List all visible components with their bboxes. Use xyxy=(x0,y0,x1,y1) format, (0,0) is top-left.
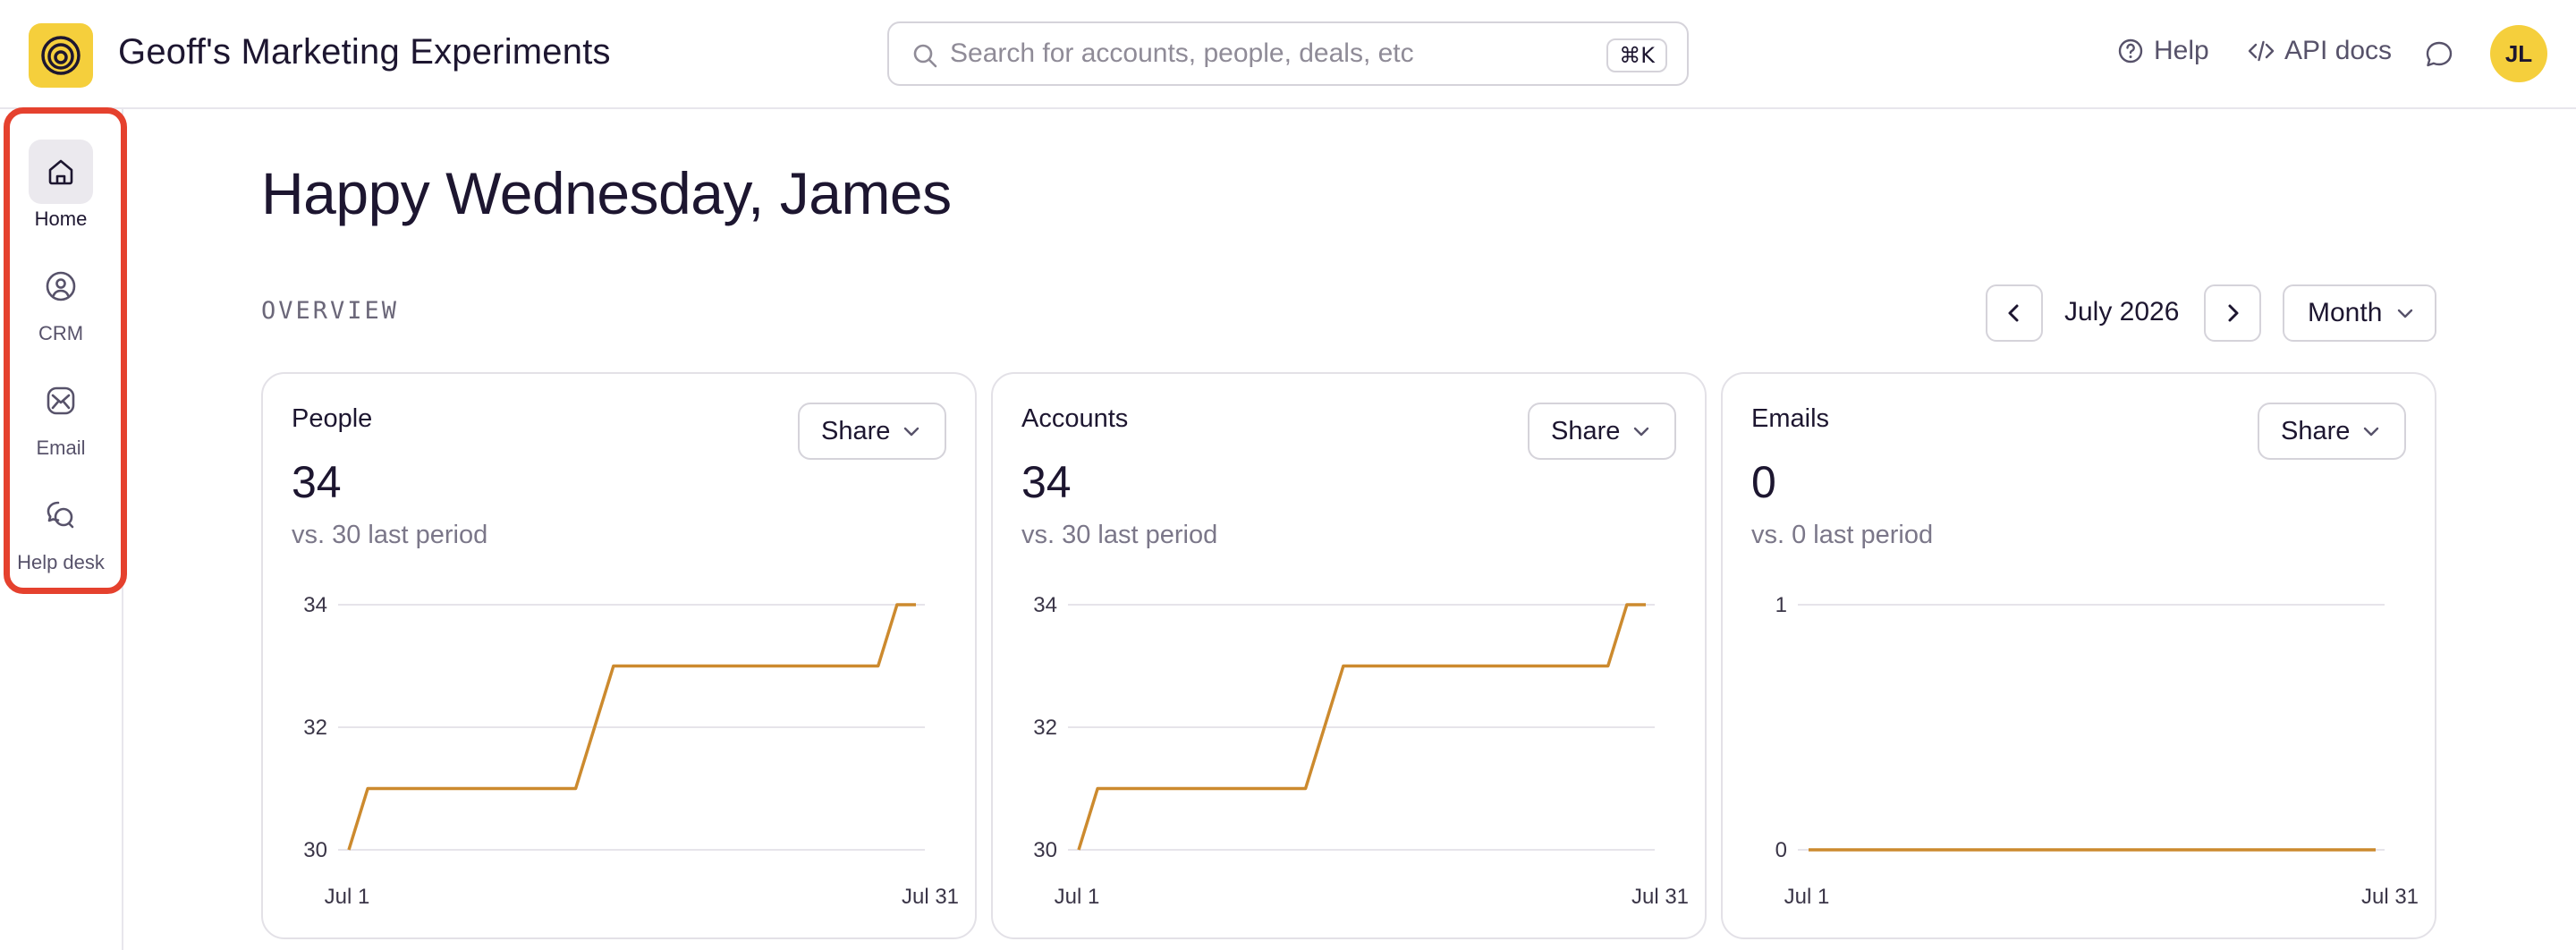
y-tick-label: 32 xyxy=(1033,716,1057,740)
x-tick-label: Jul 31 xyxy=(1631,885,1689,909)
person-circle-icon xyxy=(46,271,76,301)
user-avatar[interactable]: JL xyxy=(2490,25,2547,82)
y-tick-label: 1 xyxy=(1775,593,1787,617)
app-logo[interactable] xyxy=(29,23,93,88)
help-label: Help xyxy=(2154,36,2209,65)
x-tick-label: Jul 1 xyxy=(1055,885,1100,909)
card-title: Accounts xyxy=(1021,404,1129,433)
emails-line-chart: 0 1 Jul 1 Jul 31 xyxy=(1775,593,2419,909)
api-docs-label: API docs xyxy=(2284,36,2393,65)
next-period-button[interactable] xyxy=(2204,284,2261,342)
chevron-down-icon xyxy=(904,427,919,437)
top-bar: Geoff's Marketing Experiments ⌘K Help AP… xyxy=(0,0,2576,109)
x-tick-label: Jul 1 xyxy=(1784,885,1830,909)
sidebar-item-email[interactable]: Email xyxy=(13,369,109,474)
x-tick-label: Jul 1 xyxy=(325,885,370,909)
share-button[interactable]: Share xyxy=(798,403,946,460)
api-docs-link[interactable]: API docs xyxy=(2247,36,2392,66)
previous-period-button[interactable] xyxy=(1986,284,2043,342)
y-tick-label: 34 xyxy=(1033,593,1057,617)
x-tick-label: Jul 31 xyxy=(2361,885,2419,909)
sidebar-item-help-desk[interactable]: Help desk xyxy=(13,483,109,589)
help-link[interactable]: Help xyxy=(2116,36,2209,66)
sidebar-item-label: Email xyxy=(36,437,86,459)
card-title: Emails xyxy=(1751,404,1830,433)
concentric-circles-logo-icon xyxy=(41,36,80,75)
x-tick-label: Jul 31 xyxy=(902,885,959,909)
search-input[interactable] xyxy=(950,36,1576,72)
range-select[interactable]: Month xyxy=(2283,284,2436,342)
series-line xyxy=(1077,603,1646,851)
chat-bubble-icon[interactable] xyxy=(2424,39,2454,70)
chevron-down-icon xyxy=(2398,309,2413,318)
share-button[interactable]: Share xyxy=(2258,403,2406,460)
workspace-title[interactable]: Geoff's Marketing Experiments xyxy=(118,32,611,72)
metric-card-people: People 34 vs. 30 last period Share 30 32 3… xyxy=(261,372,977,939)
sidebar-item-label: Home xyxy=(34,208,88,230)
metric-card-emails: Emails 0 vs. 0 last period Share 0 1 Jul 1… xyxy=(1721,372,2436,939)
chat-bubbles-icon xyxy=(47,501,74,529)
sidebar-item-label: CRM xyxy=(38,322,84,344)
global-search[interactable]: ⌘K xyxy=(887,21,1689,86)
chevron-down-icon xyxy=(2364,427,2379,437)
range-select-value: Month xyxy=(2308,298,2383,327)
envelope-icon xyxy=(47,386,75,415)
people-line-chart: 30 32 34 Jul 1 Jul 31 xyxy=(303,593,959,909)
share-button-label: Share xyxy=(2281,416,2351,445)
y-tick-label: 0 xyxy=(1775,838,1787,862)
search-icon xyxy=(913,44,937,68)
share-button[interactable]: Share xyxy=(1528,403,1676,460)
search-shortcut-badge: ⌘K xyxy=(1606,38,1667,72)
series-line xyxy=(347,603,916,851)
sidebar-item-home[interactable]: Home xyxy=(13,140,109,245)
y-tick-label: 30 xyxy=(303,838,327,862)
chevron-down-icon xyxy=(1634,427,1649,437)
section-label: OVERVIEW xyxy=(261,297,400,325)
accounts-line-chart: 30 32 34 Jul 1 Jul 31 xyxy=(1033,593,1689,909)
card-value: 34 xyxy=(1021,457,1072,507)
sidebar-item-label: Help desk xyxy=(17,551,105,573)
card-value: 0 xyxy=(1751,457,1776,507)
card-comparison: vs. 30 last period xyxy=(1021,521,1218,549)
y-tick-label: 34 xyxy=(303,593,327,617)
period-label: July 2026 xyxy=(2064,297,2180,327)
card-title: People xyxy=(292,404,373,433)
share-button-label: Share xyxy=(821,416,891,445)
code-icon xyxy=(2248,40,2275,62)
sidebar-item-crm[interactable]: CRM xyxy=(13,254,109,360)
card-comparison: vs. 30 last period xyxy=(292,521,488,549)
card-value: 34 xyxy=(292,457,342,507)
y-tick-label: 30 xyxy=(1033,838,1057,862)
home-icon xyxy=(48,159,73,185)
sidebar: Home CRM Email He xyxy=(0,109,123,950)
page-title: Happy Wednesday, James xyxy=(261,160,952,226)
card-comparison: vs. 0 last period xyxy=(1751,521,1934,549)
share-button-label: Share xyxy=(1551,416,1621,445)
chevron-left-icon xyxy=(2008,304,2019,322)
metric-card-accounts: Accounts 34 vs. 30 last period Share 30 3… xyxy=(991,372,1707,939)
question-circle-icon xyxy=(2118,38,2143,64)
chevron-right-icon xyxy=(2228,304,2239,322)
y-tick-label: 32 xyxy=(303,716,327,740)
